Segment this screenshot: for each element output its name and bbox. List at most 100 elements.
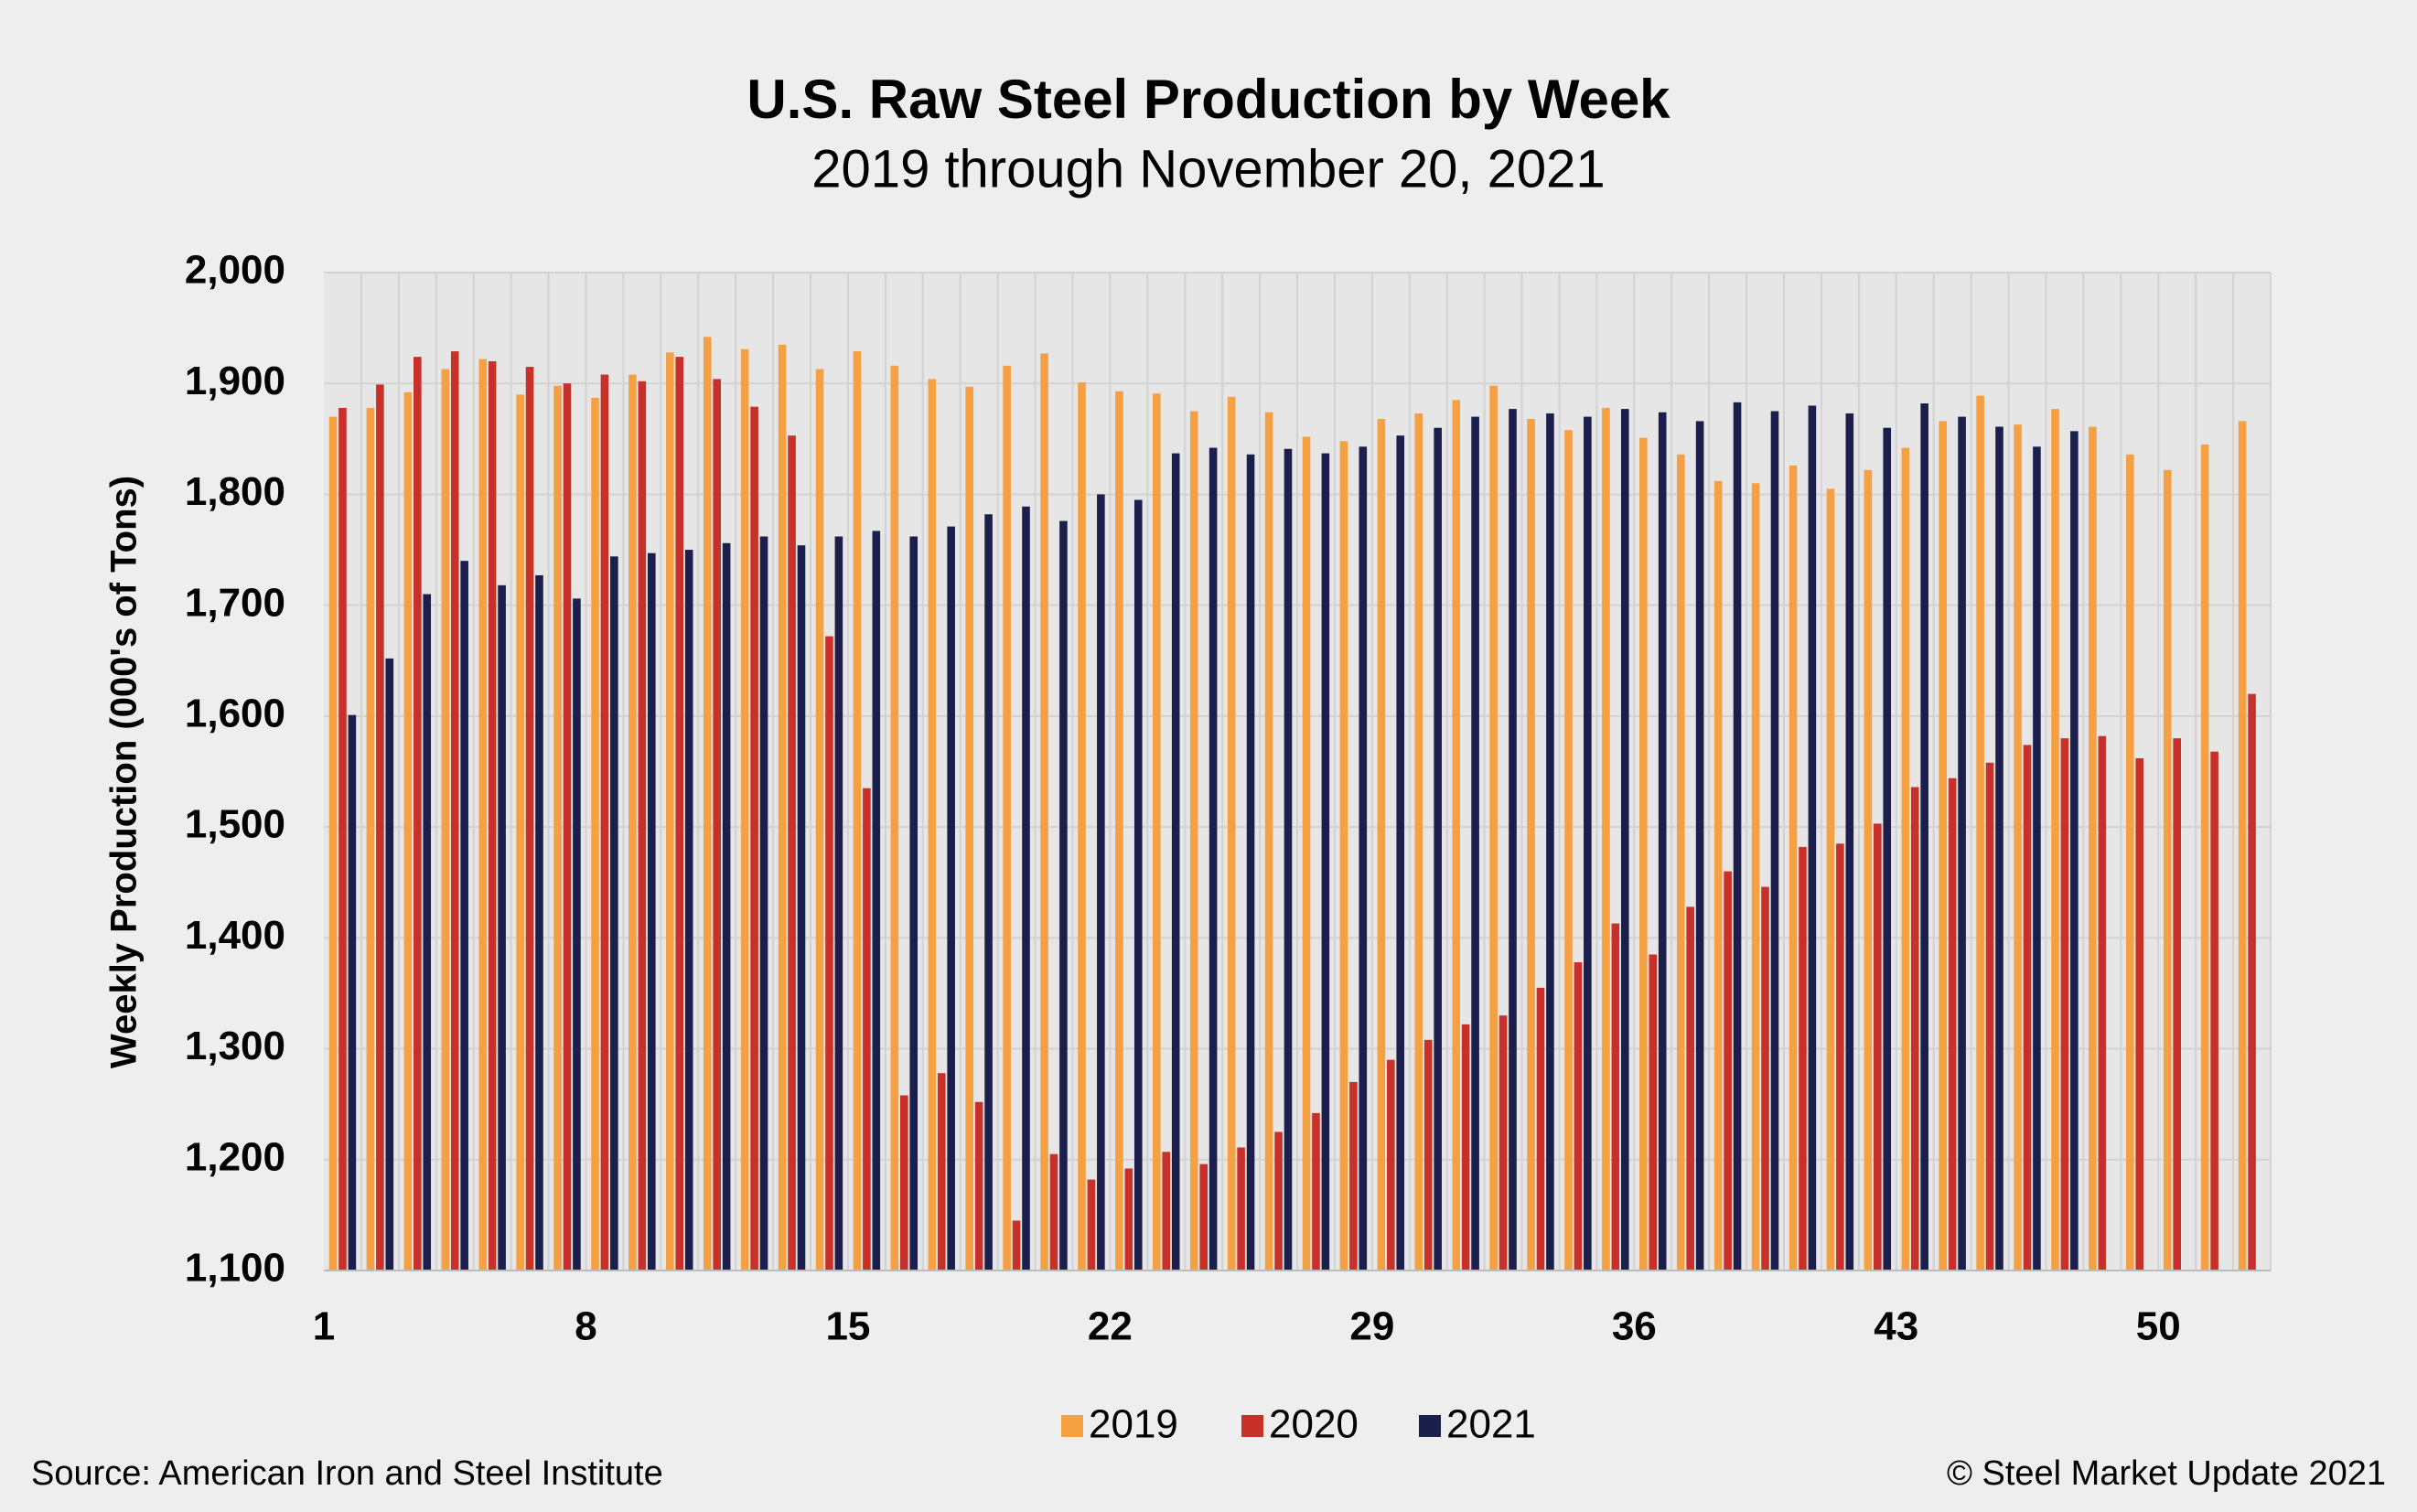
bar [1302, 436, 1311, 1271]
bar [872, 531, 881, 1271]
bar [628, 374, 637, 1271]
y-tick-label: 1,200 [185, 1134, 285, 1179]
bar [2051, 409, 2059, 1271]
legend-swatch [1419, 1415, 1441, 1437]
x-tick-label: 29 [1349, 1304, 1394, 1349]
bar [1874, 823, 1882, 1271]
bar [1003, 365, 1011, 1271]
bar [750, 406, 758, 1271]
y-tick-label: 1,700 [185, 580, 285, 625]
bar [638, 381, 647, 1271]
bar [1012, 1220, 1021, 1271]
bar [1910, 787, 1919, 1271]
bar [1461, 1024, 1470, 1271]
bar [573, 598, 581, 1271]
bar [1864, 469, 1873, 1271]
bar [1284, 448, 1293, 1271]
bar [2200, 444, 2209, 1271]
bar [1246, 454, 1255, 1271]
bar [1264, 412, 1273, 1271]
bar [1452, 400, 1461, 1271]
bar [1414, 413, 1423, 1271]
bar [684, 550, 693, 1271]
bar [1901, 447, 1910, 1271]
bar [937, 1073, 946, 1271]
bar [1724, 871, 1732, 1271]
bar [348, 714, 357, 1271]
x-tick-label: 50 [2136, 1304, 2181, 1349]
bar [1649, 954, 1658, 1271]
bar [778, 344, 787, 1271]
bar [328, 416, 338, 1271]
bar [928, 379, 937, 1271]
bar [1584, 416, 1592, 1271]
bar [525, 367, 534, 1271]
bar [1574, 962, 1583, 1271]
bar [740, 349, 749, 1271]
bar [460, 561, 468, 1271]
bar [414, 357, 422, 1271]
bar [1423, 1039, 1433, 1271]
bar [1227, 396, 1236, 1271]
bar [1958, 416, 1966, 1271]
bar [600, 374, 609, 1271]
bar [1789, 465, 1798, 1271]
bar [553, 385, 562, 1271]
bar [1274, 1131, 1283, 1271]
chart-subtitle: 2019 through November 20, 2021 [811, 139, 1605, 198]
x-tick-label: 8 [575, 1304, 596, 1349]
bar [1639, 437, 1648, 1271]
bar [1761, 886, 1769, 1271]
bar [2089, 426, 2097, 1271]
bar [610, 556, 618, 1271]
bar [478, 359, 488, 1271]
bar [1489, 385, 1498, 1271]
bar [1040, 353, 1048, 1271]
bar [703, 337, 712, 1271]
bar [1049, 1153, 1058, 1271]
bar [1527, 419, 1535, 1271]
bar [974, 1101, 983, 1271]
bar [947, 526, 955, 1271]
y-tick-label: 1,500 [185, 802, 285, 847]
bar [2014, 424, 2022, 1271]
legend-label: 2020 [1269, 1402, 1359, 1447]
bar [1995, 426, 2003, 1271]
chart-title: U.S. Raw Steel Production by Week [747, 69, 1670, 130]
bar [591, 397, 599, 1271]
bar [1611, 923, 1620, 1271]
bar [1976, 395, 1984, 1271]
bar [1845, 413, 1854, 1271]
bar [1985, 762, 1994, 1271]
bar [2173, 738, 2181, 1271]
bar [1133, 499, 1143, 1271]
legend-label: 2019 [1089, 1402, 1178, 1447]
bar [450, 351, 459, 1271]
source-note: Source: American Iron and Steel Institut… [31, 1454, 663, 1493]
bar [1059, 520, 1068, 1271]
bar [1321, 453, 1330, 1271]
y-tick-label: 1,400 [185, 913, 285, 958]
y-tick-label: 2,000 [185, 248, 285, 293]
bar [834, 536, 843, 1271]
x-tick-label: 1 [313, 1304, 335, 1349]
bar [1087, 1179, 1096, 1271]
bar [1695, 421, 1704, 1271]
bar [366, 407, 375, 1271]
bar [1097, 494, 1105, 1271]
bar [1022, 506, 1030, 1271]
bar [1396, 435, 1405, 1271]
bar [1509, 409, 1517, 1271]
bar [1377, 419, 1386, 1271]
bar [516, 394, 524, 1271]
bar [815, 369, 824, 1271]
bar [1826, 488, 1835, 1271]
bar [1124, 1168, 1133, 1271]
bar [2098, 735, 2107, 1271]
bar [825, 636, 833, 1271]
bar [863, 788, 871, 1271]
bar [1770, 411, 1779, 1271]
bar [1153, 393, 1161, 1271]
